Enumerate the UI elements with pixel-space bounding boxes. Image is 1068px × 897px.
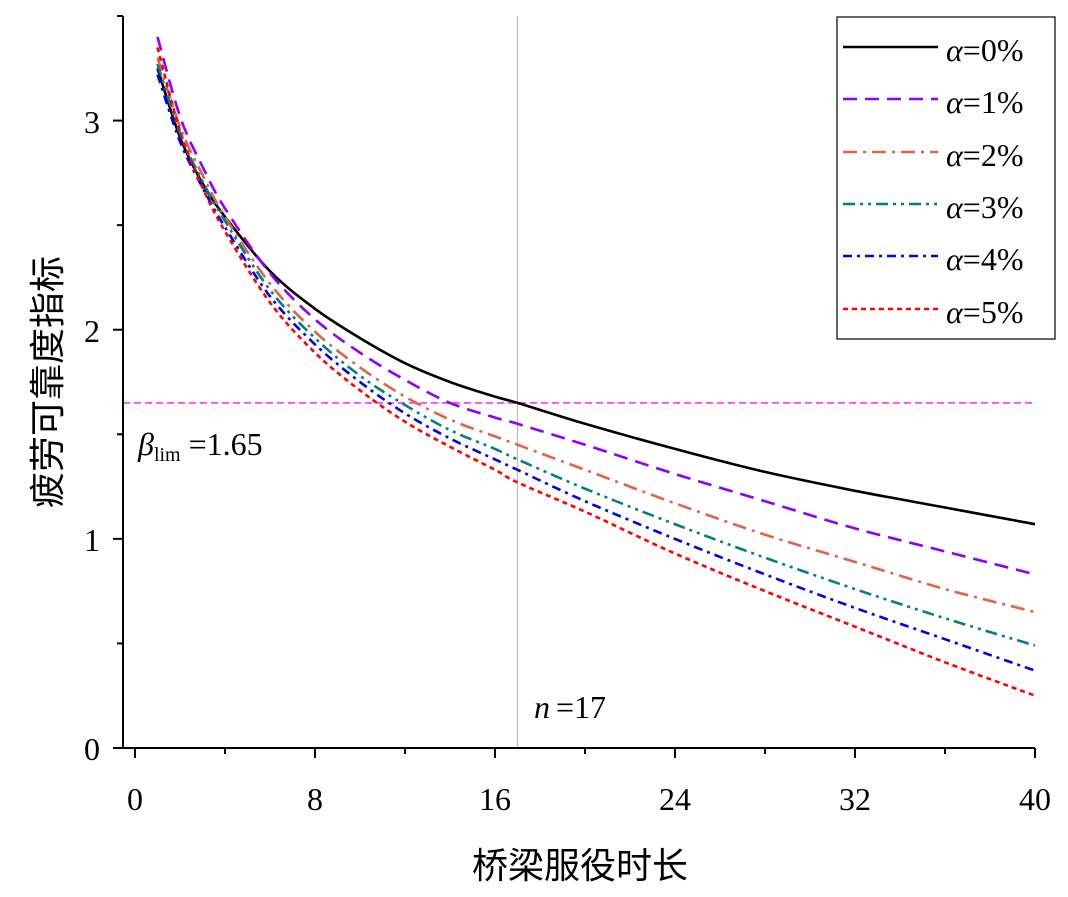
y-tick-label: 0 bbox=[84, 731, 100, 767]
x-tick-label: 40 bbox=[1019, 781, 1051, 817]
x-axis-title: 桥梁服役时长 bbox=[472, 846, 688, 887]
series-line bbox=[156, 57, 1036, 614]
x-tick-label: 0 bbox=[127, 781, 143, 817]
beta-subscript: lim bbox=[154, 444, 181, 466]
legend-label: α=2% bbox=[946, 137, 1024, 173]
series-line bbox=[156, 74, 1036, 672]
axis-ticks bbox=[113, 15, 1036, 758]
legend-swatches bbox=[843, 45, 938, 311]
x-tick-label: 32 bbox=[839, 781, 871, 817]
legend-label: α=4% bbox=[946, 241, 1024, 277]
series-lines bbox=[156, 36, 1036, 697]
legend-label: α=0% bbox=[946, 32, 1024, 68]
x-tick-labels: 0 8 16 24 32 40 bbox=[127, 781, 1051, 817]
n-symbol: n bbox=[534, 689, 550, 725]
legend: α=0% α=1% α=2% α=3% α=4% α=5% bbox=[836, 16, 1056, 340]
series-line bbox=[156, 47, 1036, 697]
series-line bbox=[156, 63, 1036, 647]
legend-label: α=5% bbox=[946, 294, 1024, 330]
legend-box bbox=[836, 16, 1056, 340]
x-tick-label: 24 bbox=[659, 781, 691, 817]
n-value: =17 bbox=[556, 689, 606, 725]
y-tick-labels: 0 1 2 3 bbox=[84, 104, 100, 767]
y-axis-title: 疲劳可靠度指标 bbox=[28, 256, 69, 508]
beta-limit-annotation: βlim =1.65 bbox=[137, 426, 263, 466]
x-tick-label: 16 bbox=[479, 781, 511, 817]
legend-label: α=1% bbox=[946, 84, 1024, 120]
n-annotation: n =17 bbox=[534, 689, 606, 725]
y-tick-label: 3 bbox=[84, 104, 100, 140]
beta-symbol: β bbox=[137, 426, 154, 462]
legend-label: α=3% bbox=[946, 189, 1024, 225]
y-tick-label: 1 bbox=[84, 522, 100, 558]
x-tick-label: 8 bbox=[307, 781, 323, 817]
y-tick-label: 2 bbox=[84, 313, 100, 349]
beta-value: =1.65 bbox=[189, 426, 263, 462]
